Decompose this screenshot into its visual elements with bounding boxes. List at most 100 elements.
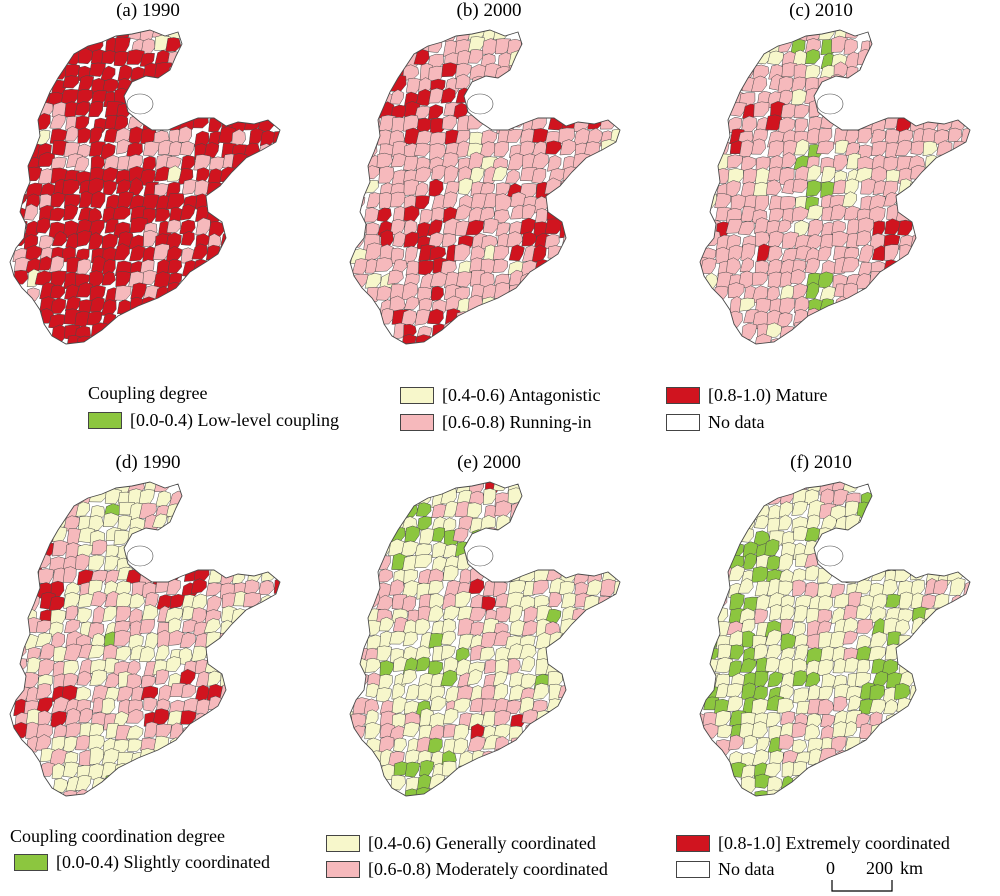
county-region [910,566,927,581]
county-region [378,616,395,632]
county-region [841,256,860,273]
county-region [209,156,226,171]
county-region [599,578,617,597]
county-region [739,257,755,273]
county-region [427,737,443,754]
county-region [376,207,392,223]
county-region [219,700,235,717]
county-region [909,634,927,652]
county-region [440,630,457,646]
county-region [742,735,758,750]
county-region [127,154,143,171]
county-region [387,269,404,285]
county-region [817,567,832,584]
county-region [418,260,434,276]
county-region [179,204,196,221]
county-region [179,219,196,235]
legend-swatch-red [666,387,700,404]
county-region [869,271,886,286]
county-region [51,230,68,247]
county-region [13,269,29,285]
county-region [505,168,520,184]
county-region [765,712,781,728]
county-region [52,778,68,793]
county-region [167,258,183,274]
legend-label: No data [718,859,775,879]
county-region [379,660,395,677]
county-region [908,180,926,196]
county-region [63,204,79,221]
county-region [139,619,156,634]
county-region [778,297,796,314]
county-region [403,788,419,796]
county-region [220,243,237,262]
county-region [936,607,951,623]
county-region [35,734,52,751]
county-region [272,131,280,147]
county-region [391,504,408,521]
county-region [743,503,758,519]
county-region [726,180,741,197]
county-region [11,192,27,208]
county-region [153,482,172,493]
legend-swatch-red [676,835,710,852]
legend-title-coordination: Coupling coordination degree [10,826,225,846]
county-region [560,178,578,194]
county-region [466,669,483,686]
county-region [755,736,770,752]
county-region [807,219,824,237]
county-region [922,141,938,157]
county-region [794,139,810,156]
county-region [125,725,144,740]
county-region [11,644,27,658]
county-region [390,191,406,208]
county-region [794,118,808,133]
legend-label: [0.8-1.0) Mature [708,385,828,405]
county-region [129,593,145,609]
region-outline [9,29,281,345]
legend-item-bottom-green: [0.0-0.4) Slightly coordinated [14,852,270,873]
county-region [103,326,118,343]
county-region [751,566,769,583]
county-region [737,577,754,594]
county-region [740,775,757,795]
county-region [440,669,458,687]
county-region [179,668,196,686]
county-region [414,618,431,635]
county-region [378,166,395,184]
county-region [74,115,90,131]
county-region [192,113,209,129]
county-region [714,710,731,727]
no-data-region [466,93,494,115]
county-region [767,245,783,263]
legend-item-bottom-pink: [0.6-0.8) Moderately coordinated [326,859,608,880]
county-region [792,761,807,776]
panel-title-a: (a) 1990 [116,0,180,21]
county-region [166,281,183,300]
county-region [52,526,68,543]
county-region [492,258,508,274]
county-region [190,578,207,595]
county-region [219,183,236,199]
region-outline [699,481,971,797]
county-region [113,530,131,546]
county-region [752,749,769,767]
panel-title-d: (d) 1990 [115,452,181,473]
county-region [103,180,118,196]
county-region [115,605,132,622]
county-region [910,232,928,249]
county-region [844,657,860,673]
county-region [364,709,379,727]
county-region [126,659,141,675]
county-region [76,258,92,275]
county-region [792,670,808,687]
county-region [767,50,784,66]
county-region [414,554,432,568]
legend-swatch-yellow [400,387,434,404]
county-region [583,609,600,625]
county-region [427,660,443,676]
county-region [402,631,418,647]
county-region [426,308,444,325]
county-region [884,218,901,236]
county-region [728,734,744,751]
